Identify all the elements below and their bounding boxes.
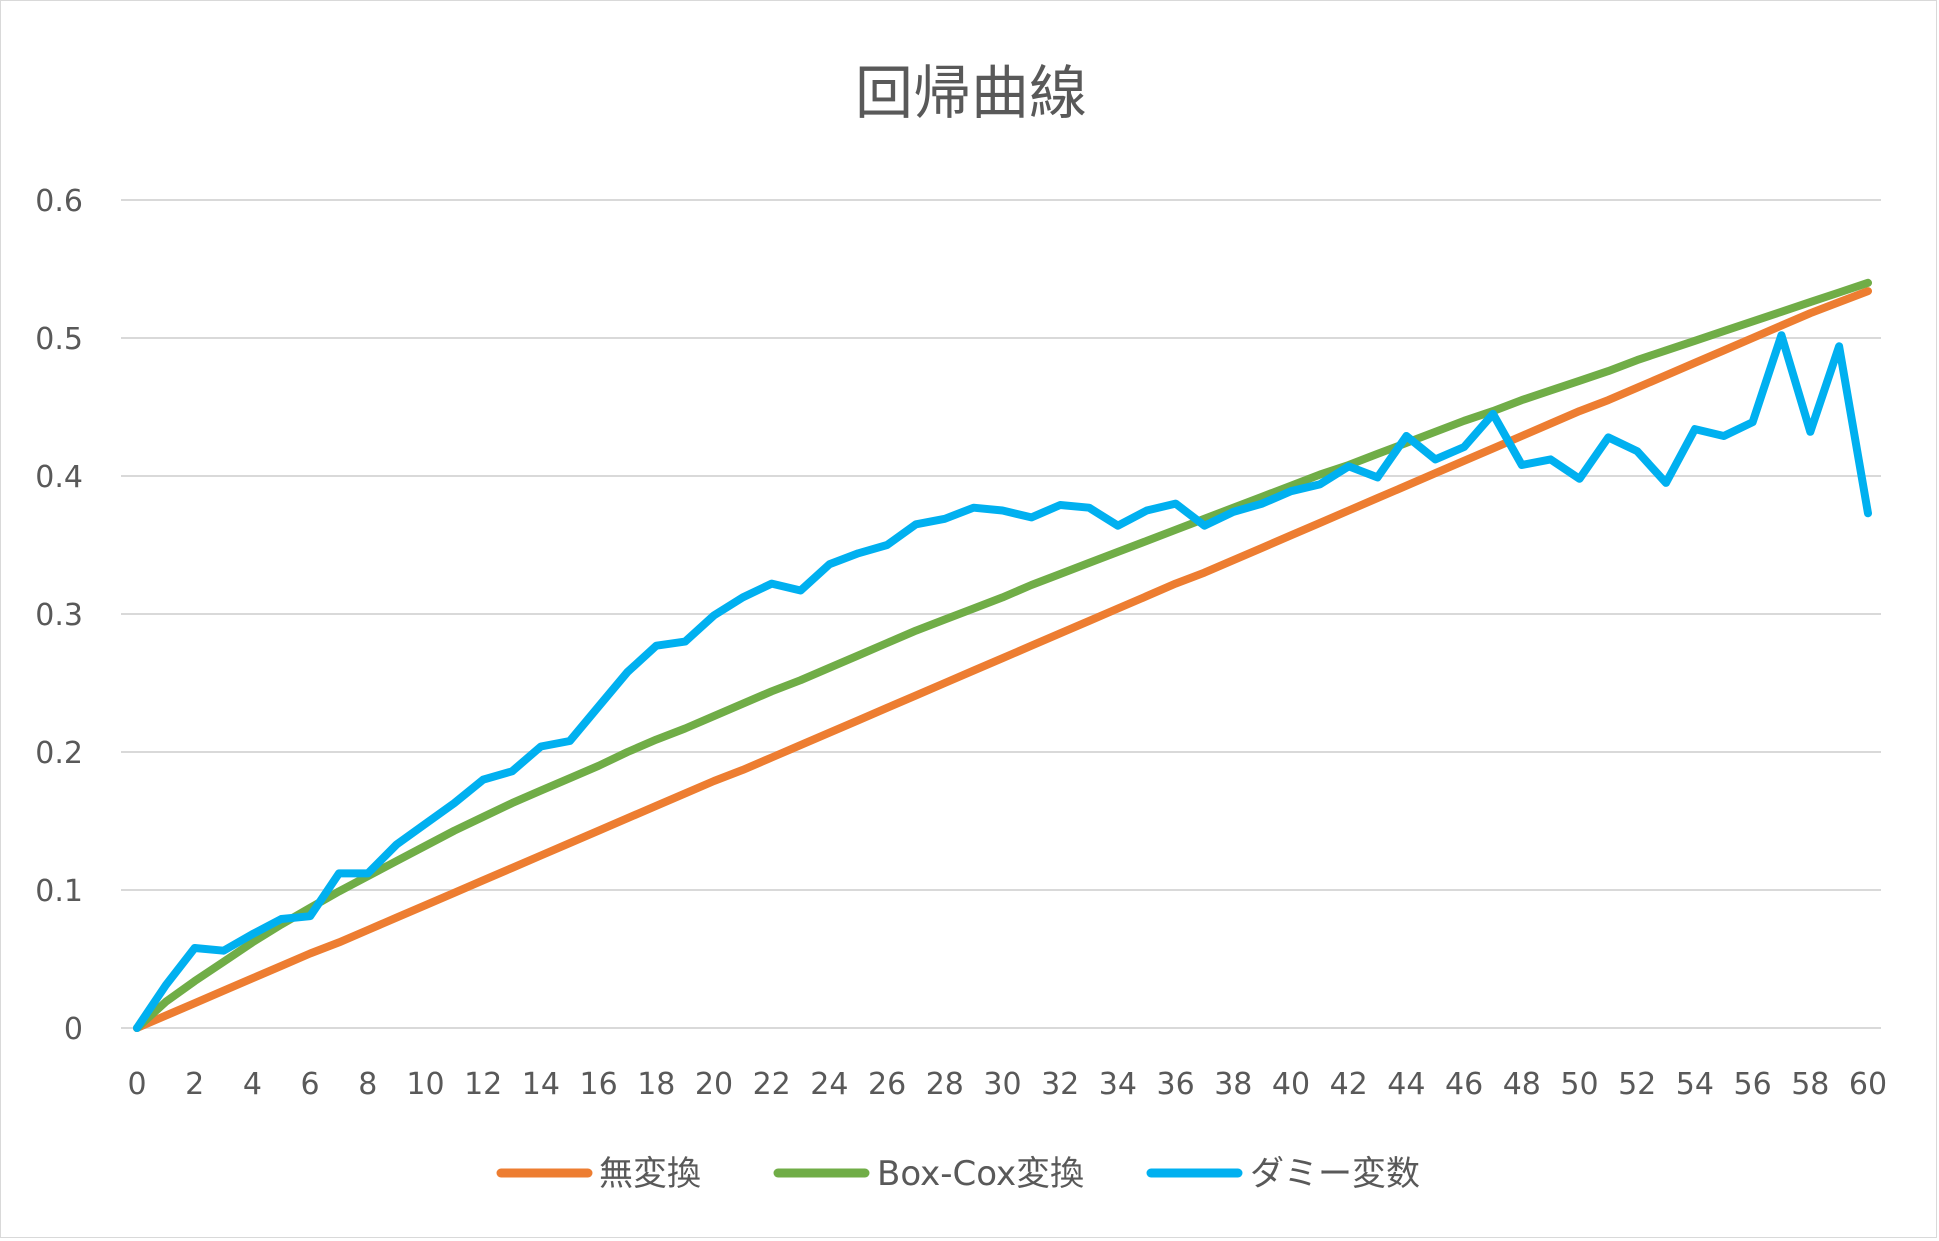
series-lines xyxy=(133,278,1872,1032)
x-tick-label: 52 xyxy=(1618,1067,1656,1102)
y-tick-label: 0.2 xyxy=(35,736,83,771)
x-tick-label: 54 xyxy=(1676,1067,1714,1102)
legend-label-0: 無変換 xyxy=(599,1154,701,1194)
x-tick-label: 0 xyxy=(127,1067,146,1102)
x-tick-label: 34 xyxy=(1099,1067,1137,1102)
x-tick-label: 38 xyxy=(1214,1067,1252,1102)
x-tick-label: 10 xyxy=(406,1067,444,1102)
x-tick-label: 16 xyxy=(580,1067,618,1102)
x-tick-label: 40 xyxy=(1272,1067,1310,1102)
x-tick-label: 12 xyxy=(464,1067,502,1102)
legend: 無変換 Box-Cox変換 ダミー変数 xyxy=(496,1154,1420,1194)
chart-title: 回帰曲線 xyxy=(855,59,1087,127)
x-tick-label: 26 xyxy=(868,1067,906,1102)
y-tick-label: 0.1 xyxy=(35,874,83,909)
y-tick-label: 0 xyxy=(64,1012,83,1047)
x-tick-label: 56 xyxy=(1734,1067,1772,1102)
x-tick-label: 42 xyxy=(1330,1067,1368,1102)
y-axis-ticks: 0 0.1 0.2 0.3 0.4 0.5 0.6 xyxy=(35,184,83,1047)
x-tick-label: 36 xyxy=(1157,1067,1195,1102)
y-tick-label: 0.3 xyxy=(35,598,83,633)
x-tick-label: 44 xyxy=(1387,1067,1425,1102)
x-tick-label: 14 xyxy=(522,1067,560,1102)
x-tick-label: 4 xyxy=(243,1067,262,1102)
y-tick-label: 0.6 xyxy=(35,184,83,219)
x-tick-label: 60 xyxy=(1849,1067,1887,1102)
x-axis-ticks: 0 2 4 6 8 10 12 14 16 18 20 22 24 26 28 30 32 34 36 38 40 42 4… xyxy=(127,1067,1887,1102)
legend-label-2: ダミー変数 xyxy=(1250,1154,1420,1194)
legend-label-1: Box-Cox変換 xyxy=(877,1154,1084,1194)
x-tick-label: 50 xyxy=(1560,1067,1598,1102)
x-tick-label: 46 xyxy=(1445,1067,1483,1102)
x-tick-label: 2 xyxy=(185,1067,204,1102)
series-line-0 xyxy=(133,287,1872,1032)
x-tick-label: 20 xyxy=(695,1067,733,1102)
x-tick-label: 8 xyxy=(358,1067,377,1102)
x-tick-label: 18 xyxy=(637,1067,675,1102)
x-tick-label: 22 xyxy=(753,1067,791,1102)
series-line-2 xyxy=(133,331,1872,1032)
x-tick-label: 24 xyxy=(810,1067,848,1102)
x-tick-label: 32 xyxy=(1041,1067,1079,1102)
x-tick-label: 48 xyxy=(1503,1067,1541,1102)
gridlines xyxy=(121,199,1881,1029)
x-tick-label: 6 xyxy=(301,1067,320,1102)
y-tick-label: 0.5 xyxy=(35,322,83,357)
x-tick-label: 30 xyxy=(983,1067,1021,1102)
y-tick-label: 0.4 xyxy=(35,460,83,495)
x-tick-label: 58 xyxy=(1791,1067,1829,1102)
x-tick-label: 28 xyxy=(926,1067,964,1102)
series-line-1 xyxy=(133,278,1872,1032)
